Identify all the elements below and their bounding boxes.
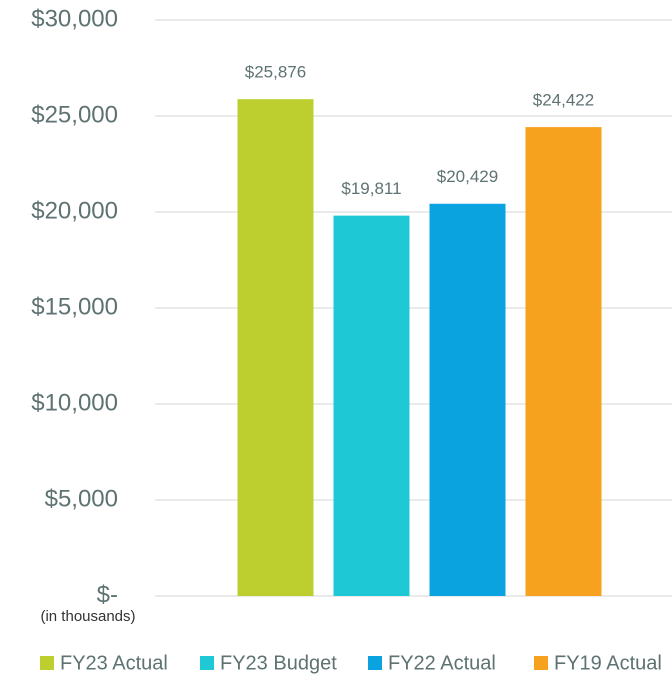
bar — [237, 99, 314, 597]
y-tick-label: $20,000 — [31, 197, 118, 224]
bar — [525, 127, 602, 597]
y-tick-label: $10,000 — [31, 389, 118, 416]
legend-swatch — [40, 656, 54, 670]
y-tick-label: $15,000 — [31, 293, 118, 320]
legend-swatch — [200, 656, 214, 670]
legend-label: FY23 Budget — [220, 652, 337, 674]
data-label: $20,429 — [437, 167, 498, 186]
bar — [333, 215, 410, 597]
data-label: $24,422 — [533, 91, 594, 110]
legend-label: FY22 Actual — [388, 652, 496, 674]
bar — [429, 203, 506, 597]
data-label: $25,876 — [245, 63, 306, 82]
y-tick-label: $30,000 — [31, 5, 118, 32]
y-tick-label: $25,000 — [31, 101, 118, 128]
legend-swatch — [534, 656, 548, 670]
y-axis-label: (in thousands) — [40, 608, 135, 625]
legend-swatch — [368, 656, 382, 670]
data-label: $19,811 — [341, 179, 401, 198]
legend-label: FY23 Actual — [60, 652, 168, 674]
y-tick-label: $- — [97, 581, 118, 608]
legend-label: FY19 Actual — [554, 652, 662, 674]
y-tick-label: $5,000 — [45, 485, 118, 512]
